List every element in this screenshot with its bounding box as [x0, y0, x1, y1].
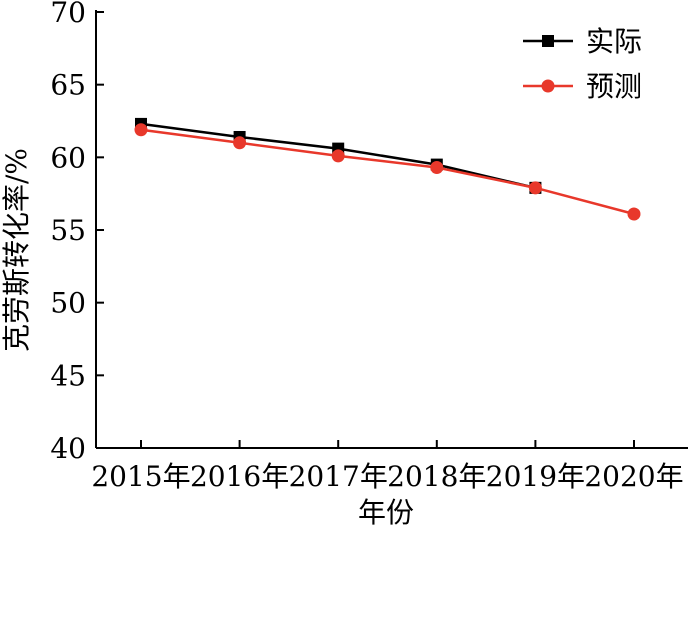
- x-tick-label: 2015年: [91, 460, 190, 493]
- y-tick-label: 50: [50, 287, 86, 320]
- legend-marker: [541, 79, 555, 93]
- x-tick-label: 2016年: [190, 460, 289, 493]
- x-tick-label: 2017年: [289, 460, 388, 493]
- legend-label: 预测: [586, 70, 642, 103]
- y-tick-label: 55: [50, 214, 86, 247]
- y-ticks: 40 45 50 55 60 65 70: [50, 0, 104, 465]
- y-tick-label: 70: [50, 0, 86, 29]
- series-line: [140, 128, 635, 216]
- data-point: [627, 207, 641, 221]
- y-axis-label: 克劳斯转化率/%: [0, 148, 33, 352]
- y-tick-label: 45: [50, 359, 86, 392]
- x-tick-label: 2019年: [486, 460, 585, 493]
- x-tick-label: 2018年: [387, 460, 486, 493]
- data-point: [528, 181, 542, 195]
- legend-label: 实际: [586, 25, 642, 58]
- x-tick-label: 2020年: [584, 460, 683, 493]
- legend-item: 预测: [523, 70, 642, 103]
- legend-item: 实际: [523, 25, 642, 58]
- series-layer: [134, 117, 641, 221]
- data-point: [331, 149, 345, 163]
- y-tick-label: 40: [50, 432, 86, 465]
- data-point: [134, 123, 148, 137]
- y-tick-label: 60: [50, 141, 86, 174]
- x-axis-label: 年份: [358, 496, 414, 529]
- data-point: [430, 161, 444, 175]
- data-point: [233, 136, 247, 150]
- legend-marker: [542, 35, 554, 47]
- x-ticks: 2015年 2016年 2017年 2018年 2019年 2020年: [91, 440, 684, 493]
- series-1: [134, 123, 641, 221]
- y-tick-label: 65: [50, 69, 86, 102]
